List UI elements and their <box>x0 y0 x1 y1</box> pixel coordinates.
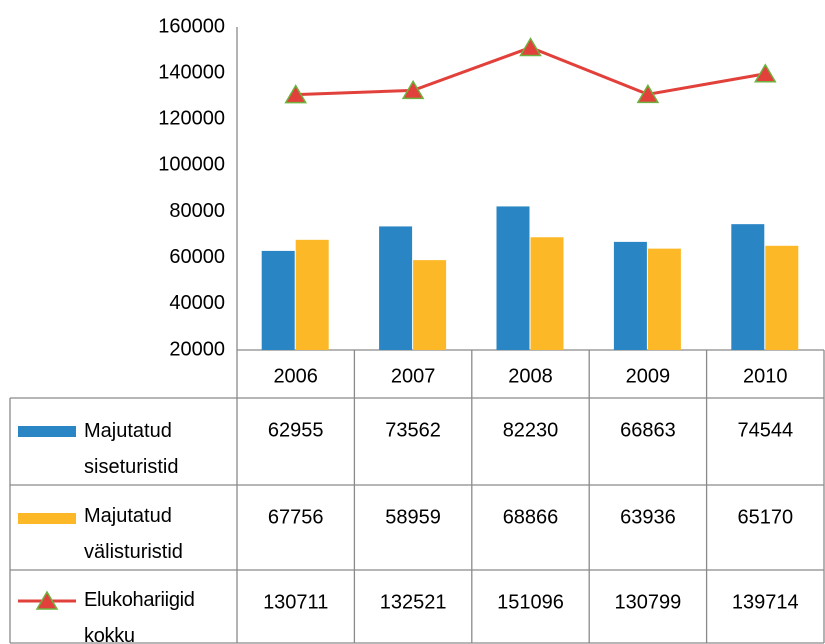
y-tick-label: 100000 <box>158 154 225 176</box>
bar <box>731 224 765 350</box>
table-value: 65170 <box>737 506 793 528</box>
bar <box>647 248 681 350</box>
table-value: 151096 <box>497 591 564 613</box>
y-tick-label: 120000 <box>158 108 225 130</box>
x-tick-label: 2010 <box>743 365 788 387</box>
marker <box>284 84 308 104</box>
table-value: 132521 <box>380 591 447 613</box>
x-tick-label: 2007 <box>391 365 436 387</box>
bar <box>295 239 329 350</box>
legend-label: Elukohariigid kokku <box>84 589 195 644</box>
table-value: 66863 <box>620 419 676 441</box>
marker <box>753 63 777 83</box>
bar <box>379 226 413 350</box>
bar <box>613 241 647 350</box>
y-tick-label: 80000 <box>169 200 225 222</box>
y-tick-label: 60000 <box>169 246 225 268</box>
table-value: 68866 <box>503 506 559 528</box>
y-tick-label: 40000 <box>169 292 225 314</box>
marker <box>519 37 542 57</box>
table-value: 139714 <box>732 591 799 613</box>
bar <box>261 250 295 350</box>
table-value: 73562 <box>385 419 441 441</box>
y-tick-label: 140000 <box>158 61 225 83</box>
bar <box>413 260 447 350</box>
table-value: 130799 <box>615 591 682 613</box>
legend-label: Majutatud siseturistid <box>84 420 179 478</box>
legend-key <box>35 590 59 610</box>
bar <box>496 206 530 350</box>
y-tick-label: 160000 <box>158 15 225 37</box>
legend-key <box>18 513 76 524</box>
table-value: 74544 <box>737 419 793 441</box>
table-value: 130711 <box>263 591 328 613</box>
table-value: 62955 <box>268 419 324 441</box>
marker <box>401 79 425 100</box>
y-tick-label: 20000 <box>169 338 225 360</box>
marker <box>636 83 660 104</box>
legend-key <box>18 426 76 437</box>
legend-label: Majutatud välisturistid <box>84 505 183 563</box>
table-value: 63936 <box>620 506 676 528</box>
table-value: 82230 <box>503 419 559 441</box>
x-tick-label: 2009 <box>626 365 671 387</box>
x-tick-label: 2008 <box>508 365 553 387</box>
bar <box>765 245 799 350</box>
bar <box>530 237 564 350</box>
table-value: 67756 <box>268 506 324 528</box>
table-value: 58959 <box>385 506 441 528</box>
x-tick-label: 2006 <box>273 365 318 387</box>
